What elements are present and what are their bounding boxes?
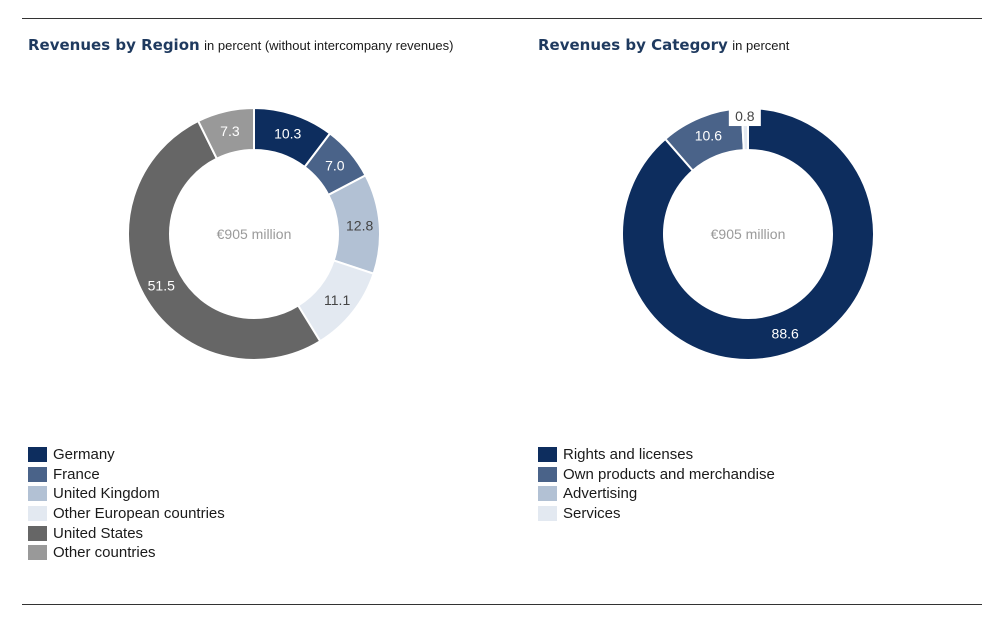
category-chart-heading: Revenues by Category in percent (538, 36, 789, 55)
legend-swatch (538, 486, 557, 502)
legend-item-rights-and-licenses: Rights and licenses (538, 445, 775, 465)
legend-label: Own products and merchandise (563, 465, 775, 483)
legend-swatch (28, 545, 47, 561)
legend-swatch (538, 466, 557, 482)
legend-label: Germany (53, 446, 115, 464)
data-label-other-countries: 7.3 (220, 123, 240, 139)
donut-slice-other-countries (196, 106, 255, 161)
legend-label: United States (53, 524, 144, 542)
donut-center-label: €905 million (217, 226, 292, 242)
data-label-france: 7.0 (325, 157, 345, 173)
legend-item-advertising: Advertising (538, 484, 775, 504)
legend-item-own-products-and-merchandise: Own products and merchandise (538, 465, 775, 485)
legend-swatch (28, 486, 47, 502)
legend-label: Other European countries (53, 505, 225, 523)
donut-center-label: €905 million (711, 226, 786, 242)
data-label-united-kingdom: 12.8 (346, 217, 373, 233)
region-chart-heading: Revenues by Region in percent (without i… (28, 36, 453, 55)
legend-swatch (28, 447, 47, 463)
legend-item-france: France (28, 465, 225, 485)
legend-label: Other countries (53, 544, 156, 562)
legend-label: Services (563, 505, 621, 523)
region-chart-title: Revenues by Region (28, 36, 200, 54)
region-chart-subtitle: in percent (without intercompany revenue… (204, 38, 454, 53)
category-chart-subtitle: in percent (732, 38, 790, 53)
legend-swatch (538, 447, 557, 463)
category-legend: Rights and licenses Own products and merc… (538, 445, 775, 523)
data-label-united-states: 51.5 (148, 277, 175, 293)
category-chart-title: Revenues by Category (538, 36, 728, 54)
legend-label: Advertising (563, 485, 638, 503)
legend-swatch (28, 466, 47, 482)
legend-item-united-kingdom: United Kingdom (28, 484, 225, 504)
legend-label: United Kingdom (53, 485, 160, 503)
data-label-rights-and-licenses: 88.6 (772, 325, 799, 341)
region-donut-chart: 10.3 7.0 12.8 11.1 51.5 7.3 €905 million (127, 106, 381, 361)
region-chart-panel: Revenues by Region in percent (without i… (28, 0, 498, 600)
legend-item-other-european-countries: Other European countries (28, 504, 225, 524)
category-donut-chart: 88.6 10.6 0.8 €905 million (621, 106, 875, 361)
legend-label: France (53, 465, 100, 483)
data-label-other-european-countries: 11.1 (324, 292, 350, 308)
legend-label: Rights and licenses (563, 446, 694, 464)
donut-slice-united-states (127, 119, 322, 361)
bottom-divider (22, 604, 982, 605)
top-divider (22, 18, 982, 19)
region-legend: Germany France United Kingdom Other Europea… (28, 445, 225, 563)
data-label-services: 0.8 (735, 108, 755, 124)
legend-item-services: Services (538, 504, 775, 524)
data-label-germany: 10.3 (274, 126, 301, 142)
data-label-background (728, 106, 761, 127)
legend-swatch (538, 506, 557, 522)
legend-swatch (28, 506, 47, 522)
category-chart-panel: Revenues by Category in percent 88.6 10.6… (538, 0, 978, 600)
donut-slice-rights-and-licenses (621, 106, 875, 361)
legend-item-germany: Germany (28, 445, 225, 465)
data-label-own-products-and-merchandise: 10.6 (695, 128, 722, 144)
legend-item-united-states: United States (28, 523, 225, 543)
legend-item-other-countries: Other countries (28, 543, 225, 563)
legend-swatch (28, 525, 47, 541)
